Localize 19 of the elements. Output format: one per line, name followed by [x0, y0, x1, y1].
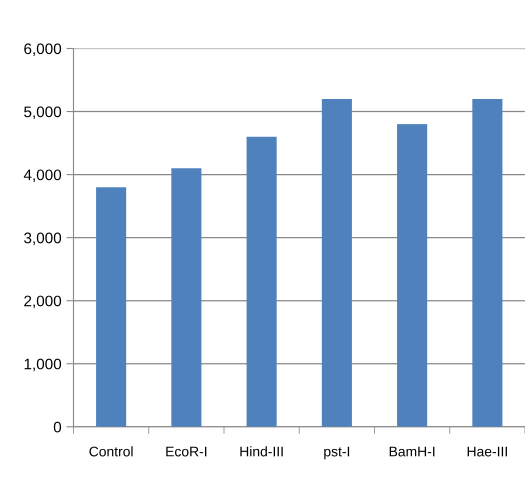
x-tick-label: Hind-III: [240, 446, 283, 456]
y-tick-label: 0: [54, 422, 62, 432]
y-tick-label: 1,000: [24, 358, 62, 372]
bar: [171, 168, 202, 427]
x-tick-label: EcoR-I: [166, 446, 206, 456]
x-tick-label: Hae-III: [468, 446, 507, 456]
y-tick-label: 4,000: [24, 169, 62, 182]
bar: [472, 98, 502, 427]
y-tick-label: 2,000: [24, 296, 62, 308]
x-tick-label: BamH-I: [390, 446, 434, 456]
bar: [96, 187, 126, 427]
x-tick-label: pst-I: [324, 446, 350, 460]
y-tick-label: 6,000: [24, 43, 62, 56]
bar: [397, 124, 428, 427]
x-tick-label: Control: [89, 446, 133, 456]
bar: [322, 98, 352, 427]
y-tick-label: 3,000: [24, 232, 62, 246]
y-tick-label: 5,000: [24, 106, 62, 120]
bar: [246, 136, 277, 427]
